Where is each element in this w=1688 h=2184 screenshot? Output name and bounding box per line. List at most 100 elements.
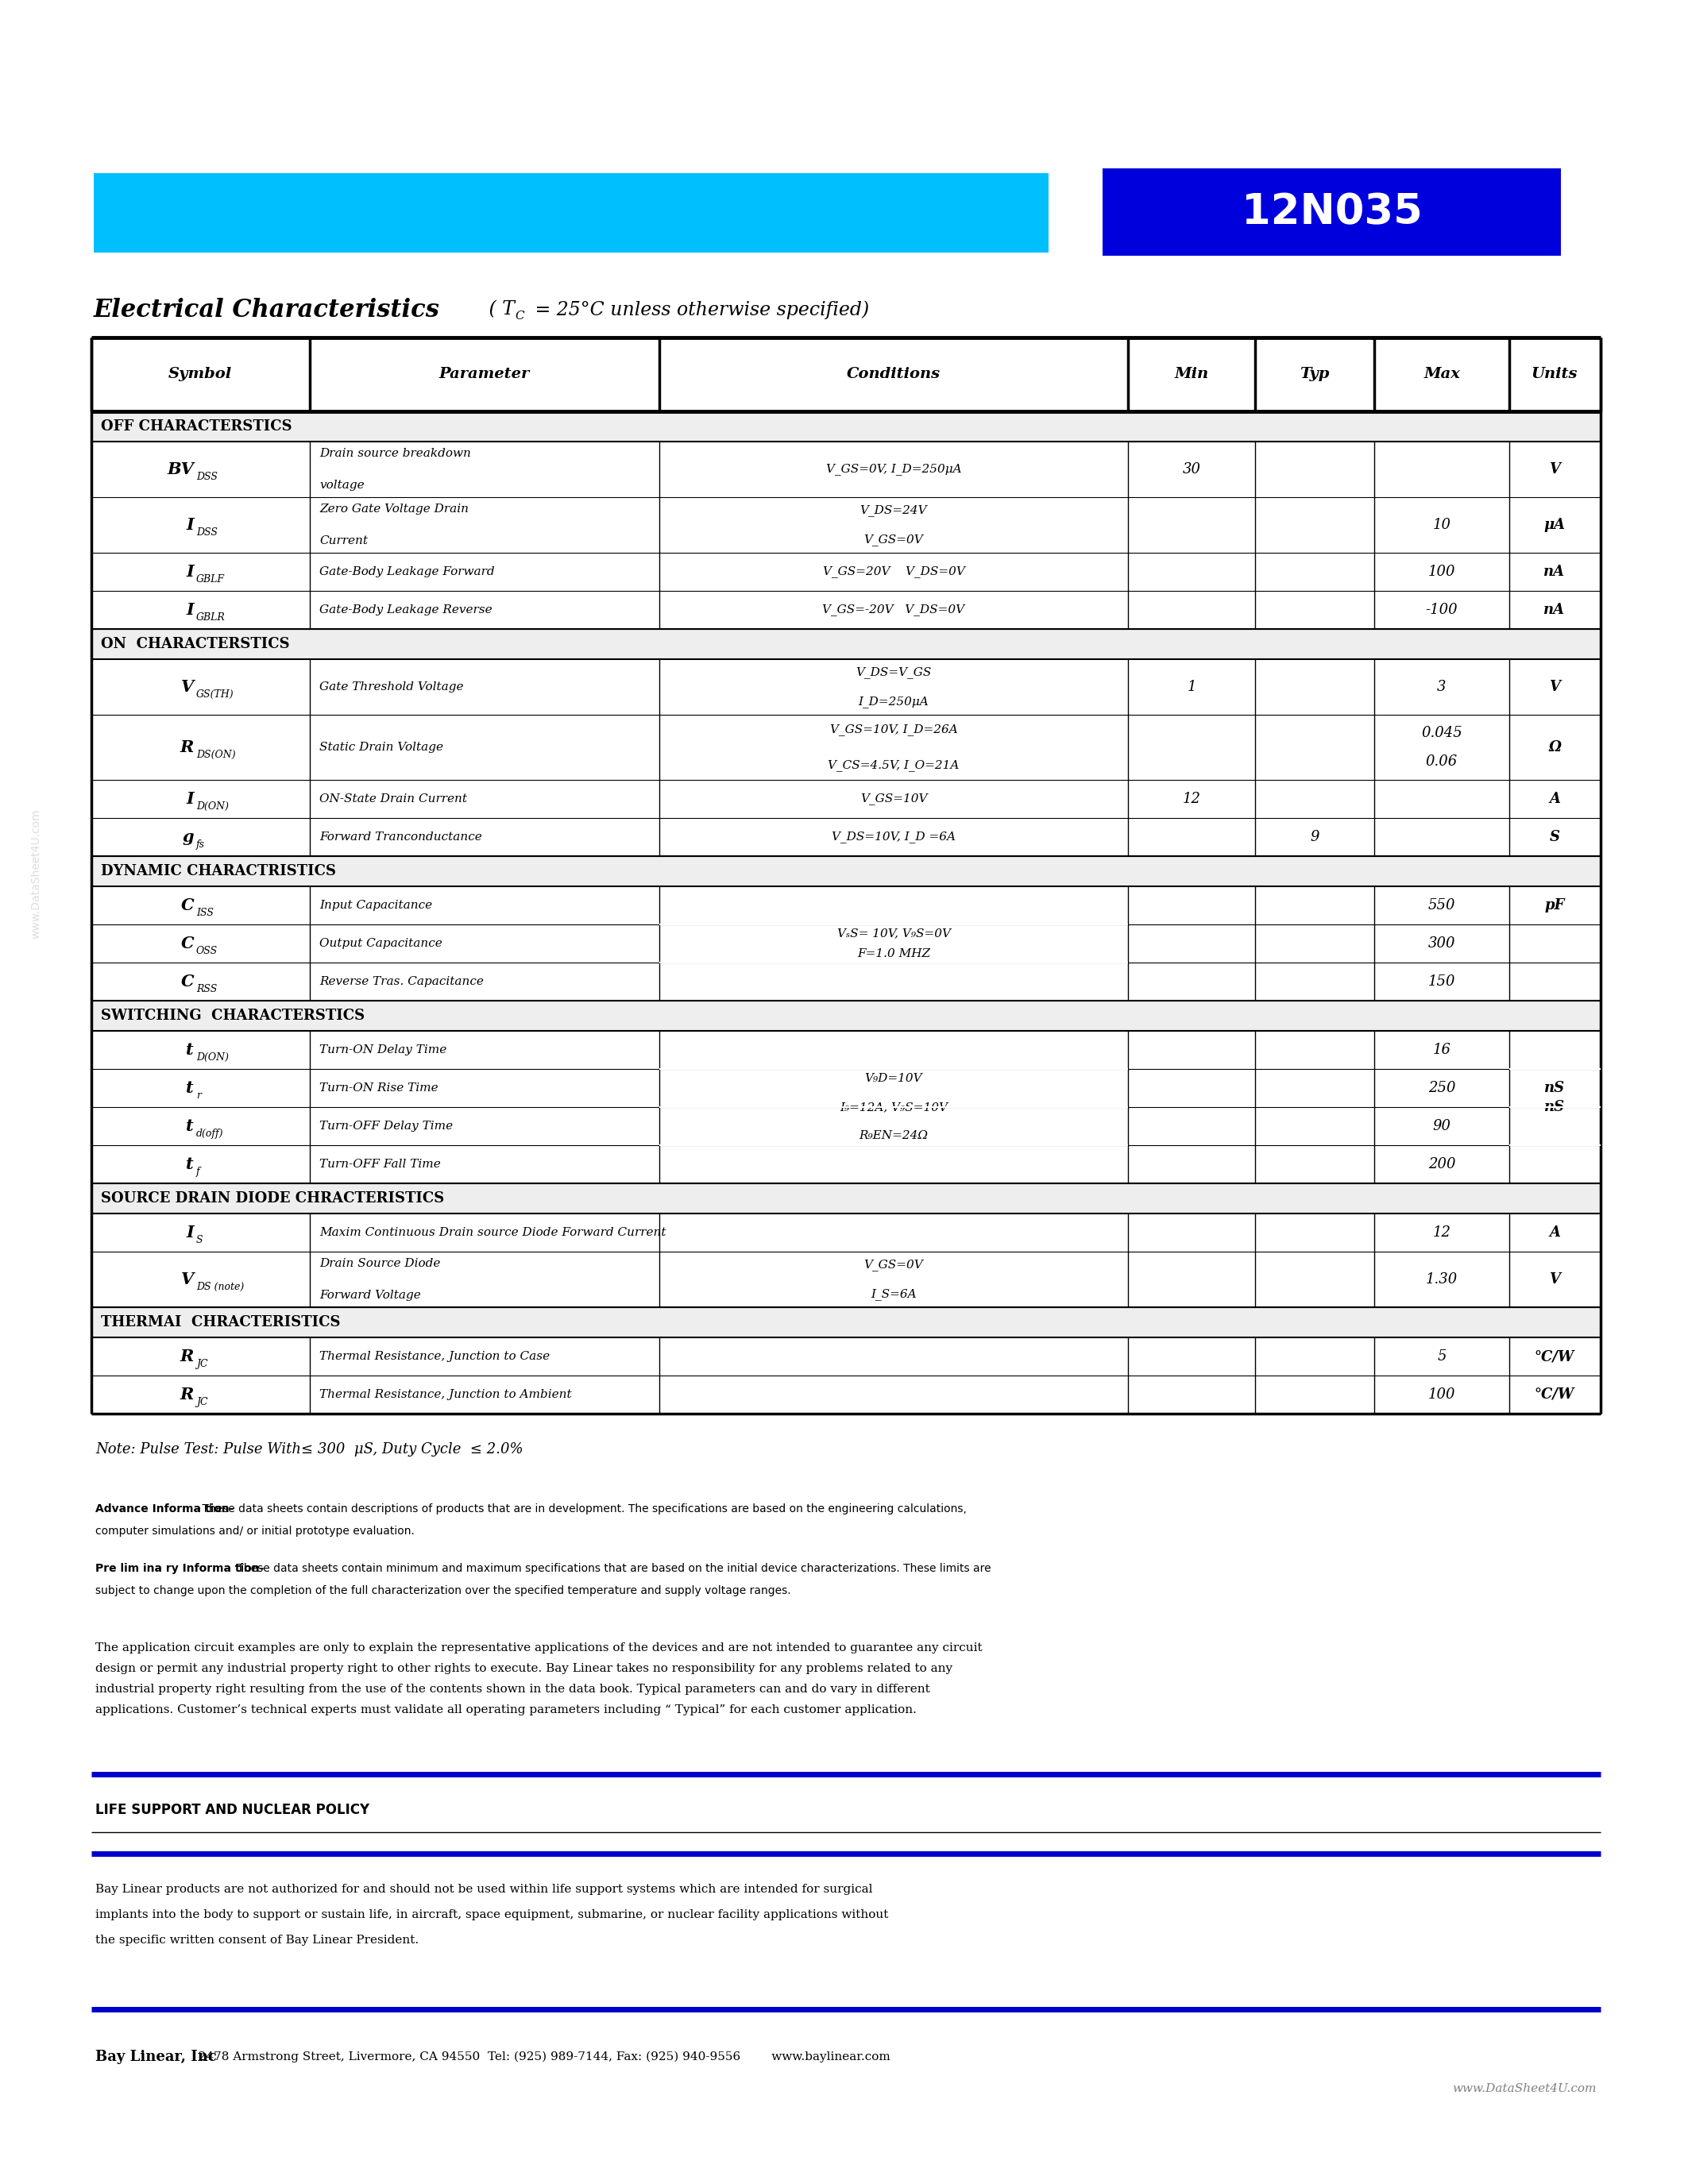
Text: t: t [186, 1042, 194, 1057]
Text: 100: 100 [1428, 566, 1455, 579]
Text: V: V [1550, 463, 1560, 476]
Text: I: I [186, 603, 194, 618]
Text: SOURCE DRAIN DIODE CHRACTERISTICS: SOURCE DRAIN DIODE CHRACTERISTICS [101, 1190, 444, 1206]
Text: GS(TH): GS(TH) [196, 688, 235, 699]
Text: -100: -100 [1426, 603, 1458, 618]
Text: 12: 12 [1182, 793, 1200, 806]
Bar [1102, 168, 1561, 256]
Text: nS: nS [1545, 1081, 1565, 1094]
Text: Reverse Tras. Capacitance: Reverse Tras. Capacitance [319, 976, 484, 987]
Text: d(off): d(off) [196, 1129, 223, 1138]
Text: Min: Min [1175, 367, 1209, 382]
Text: Turn-OFF Delay Time: Turn-OFF Delay Time [319, 1120, 452, 1131]
Text: 0.045: 0.045 [1421, 725, 1462, 740]
Text: Drain source breakdown: Drain source breakdown [319, 448, 471, 459]
Text: D(ON): D(ON) [196, 1053, 230, 1061]
Bar [91, 339, 1600, 411]
Text: V_DS=10V, I_D =6A: V_DS=10V, I_D =6A [832, 832, 955, 843]
Text: V_GS=0V: V_GS=0V [864, 535, 923, 546]
Text: ISS: ISS [196, 906, 214, 917]
Text: Output Capacitance: Output Capacitance [319, 937, 442, 950]
Text: D(ON): D(ON) [196, 802, 230, 810]
Text: I: I [186, 791, 194, 806]
Text: r: r [196, 1090, 201, 1101]
Text: VₛS= 10V, V₉S=0V: VₛS= 10V, V₉S=0V [837, 928, 950, 939]
Text: 10: 10 [1433, 518, 1452, 533]
Text: I: I [186, 563, 194, 579]
Text: S: S [1550, 830, 1560, 845]
Text: OFF CHARACTERSTICS: OFF CHARACTERSTICS [101, 419, 292, 435]
Text: Ω: Ω [1548, 740, 1561, 753]
Text: Turn-ON Rise Time: Turn-ON Rise Time [319, 1083, 439, 1094]
Text: 5: 5 [1436, 1350, 1447, 1363]
Text: Bay Linear products are not authorized for and should not be used within life su: Bay Linear products are not authorized f… [95, 1885, 873, 1896]
Text: f: f [196, 1166, 199, 1177]
Text: V_GS=-20V   V_DS=0V: V_GS=-20V V_DS=0V [822, 605, 966, 616]
Bar [95, 173, 1048, 253]
Text: Conditions: Conditions [847, 367, 940, 382]
Text: Turn-OFF Fall Time: Turn-OFF Fall Time [319, 1160, 441, 1171]
Text: V: V [181, 1271, 194, 1286]
Text: OSS: OSS [196, 946, 218, 957]
Text: = 25°C unless otherwise specified): = 25°C unless otherwise specified) [528, 301, 869, 319]
Bar [91, 629, 1600, 660]
Text: industrial property right resulting from the use of the contents shown in the da: industrial property right resulting from… [95, 1684, 930, 1695]
Text: These data sheets contain minimum and maximum specifications that are based on t: These data sheets contain minimum and ma… [233, 1564, 991, 1575]
Text: R: R [181, 740, 194, 756]
Bar [91, 411, 1600, 441]
Bar [91, 1184, 1600, 1214]
Text: Typ: Typ [1300, 367, 1330, 382]
Text: subject to change upon the completion of the full characterization over the spec: subject to change upon the completion of… [95, 1586, 792, 1597]
Text: V_GS=20V    V_DS=0V: V_GS=20V V_DS=0V [822, 566, 966, 579]
Text: Pre lim ina ry Informa tion-: Pre lim ina ry Informa tion- [95, 1564, 263, 1575]
Text: JC: JC [196, 1358, 208, 1369]
Bar [91, 1000, 1600, 1031]
Text: F=1.0 MHZ: F=1.0 MHZ [858, 948, 930, 959]
Text: These data sheets contain descriptions of products that are in development. The : These data sheets contain descriptions o… [199, 1503, 967, 1514]
Text: 90: 90 [1433, 1118, 1452, 1133]
Text: Current: Current [319, 535, 368, 546]
Text: SWITCHING  CHARACTERSTICS: SWITCHING CHARACTERSTICS [101, 1009, 365, 1022]
Text: A: A [1550, 793, 1560, 806]
Text: DSS: DSS [196, 526, 218, 537]
Text: Forward Tranconductance: Forward Tranconductance [319, 832, 483, 843]
Text: The application circuit examples are only to explain the representative applicat: The application circuit examples are onl… [95, 1642, 982, 1653]
Text: t: t [186, 1118, 194, 1133]
Text: V: V [1550, 1273, 1560, 1286]
Text: C: C [181, 898, 194, 913]
Text: I₉=12A, V₉S=10V: I₉=12A, V₉S=10V [839, 1101, 947, 1112]
Text: 200: 200 [1428, 1158, 1455, 1171]
Text: g: g [182, 830, 194, 845]
Text: www.DataSheet4U.com: www.DataSheet4U.com [1452, 2084, 1597, 2094]
Text: Advance Informa tion-: Advance Informa tion- [95, 1503, 235, 1514]
Text: V: V [1550, 679, 1560, 695]
Text: Maxim Continuous Drain source Diode Forward Current: Maxim Continuous Drain source Diode Forw… [319, 1227, 667, 1238]
Text: THERMAI  CHRACTERISTICS: THERMAI CHRACTERISTICS [101, 1315, 341, 1330]
Text: I_S=6A: I_S=6A [871, 1289, 917, 1299]
Text: °C/W: °C/W [1534, 1387, 1575, 1402]
Text: JC: JC [196, 1396, 208, 1406]
Text: computer simulations and/ or initial prototype evaluation.: computer simulations and/ or initial pro… [95, 1527, 415, 1538]
Text: R: R [181, 1387, 194, 1402]
Text: S: S [196, 1234, 203, 1245]
Text: V_DS=24V: V_DS=24V [861, 505, 927, 515]
Text: R: R [181, 1348, 194, 1365]
Text: ( T: ( T [483, 301, 515, 319]
Text: Thermal Resistance, Junction to Ambient: Thermal Resistance, Junction to Ambient [319, 1389, 572, 1400]
Text: Parameter: Parameter [439, 367, 530, 382]
Text: V: V [181, 679, 194, 695]
Text: Gate-Body Leakage Reverse: Gate-Body Leakage Reverse [319, 605, 493, 616]
Text: Gate Threshold Voltage: Gate Threshold Voltage [319, 681, 464, 692]
Text: C: C [181, 935, 194, 952]
Text: C: C [515, 310, 523, 321]
Text: 2478 Armstrong Street, Livermore, CA 94550  Tel: (925) 989-7144, Fax: (925) 940-: 2478 Armstrong Street, Livermore, CA 945… [187, 2051, 890, 2062]
Text: the specific written consent of Bay Linear President.: the specific written consent of Bay Line… [95, 1935, 419, 1946]
Text: Bay Linear, Inc: Bay Linear, Inc [95, 2051, 216, 2064]
Text: 550: 550 [1428, 898, 1455, 913]
Text: V_CS=4.5V, I_O=21A: V_CS=4.5V, I_O=21A [827, 760, 959, 771]
Text: applications. Customer’s technical experts must validate all operating parameter: applications. Customer’s technical exper… [95, 1704, 917, 1714]
Text: fs: fs [196, 839, 204, 850]
Text: 0.06: 0.06 [1426, 753, 1458, 769]
Text: implants into the body to support or sustain life, in aircraft, space equipment,: implants into the body to support or sus… [95, 1909, 888, 1920]
Text: 1.30: 1.30 [1426, 1273, 1458, 1286]
